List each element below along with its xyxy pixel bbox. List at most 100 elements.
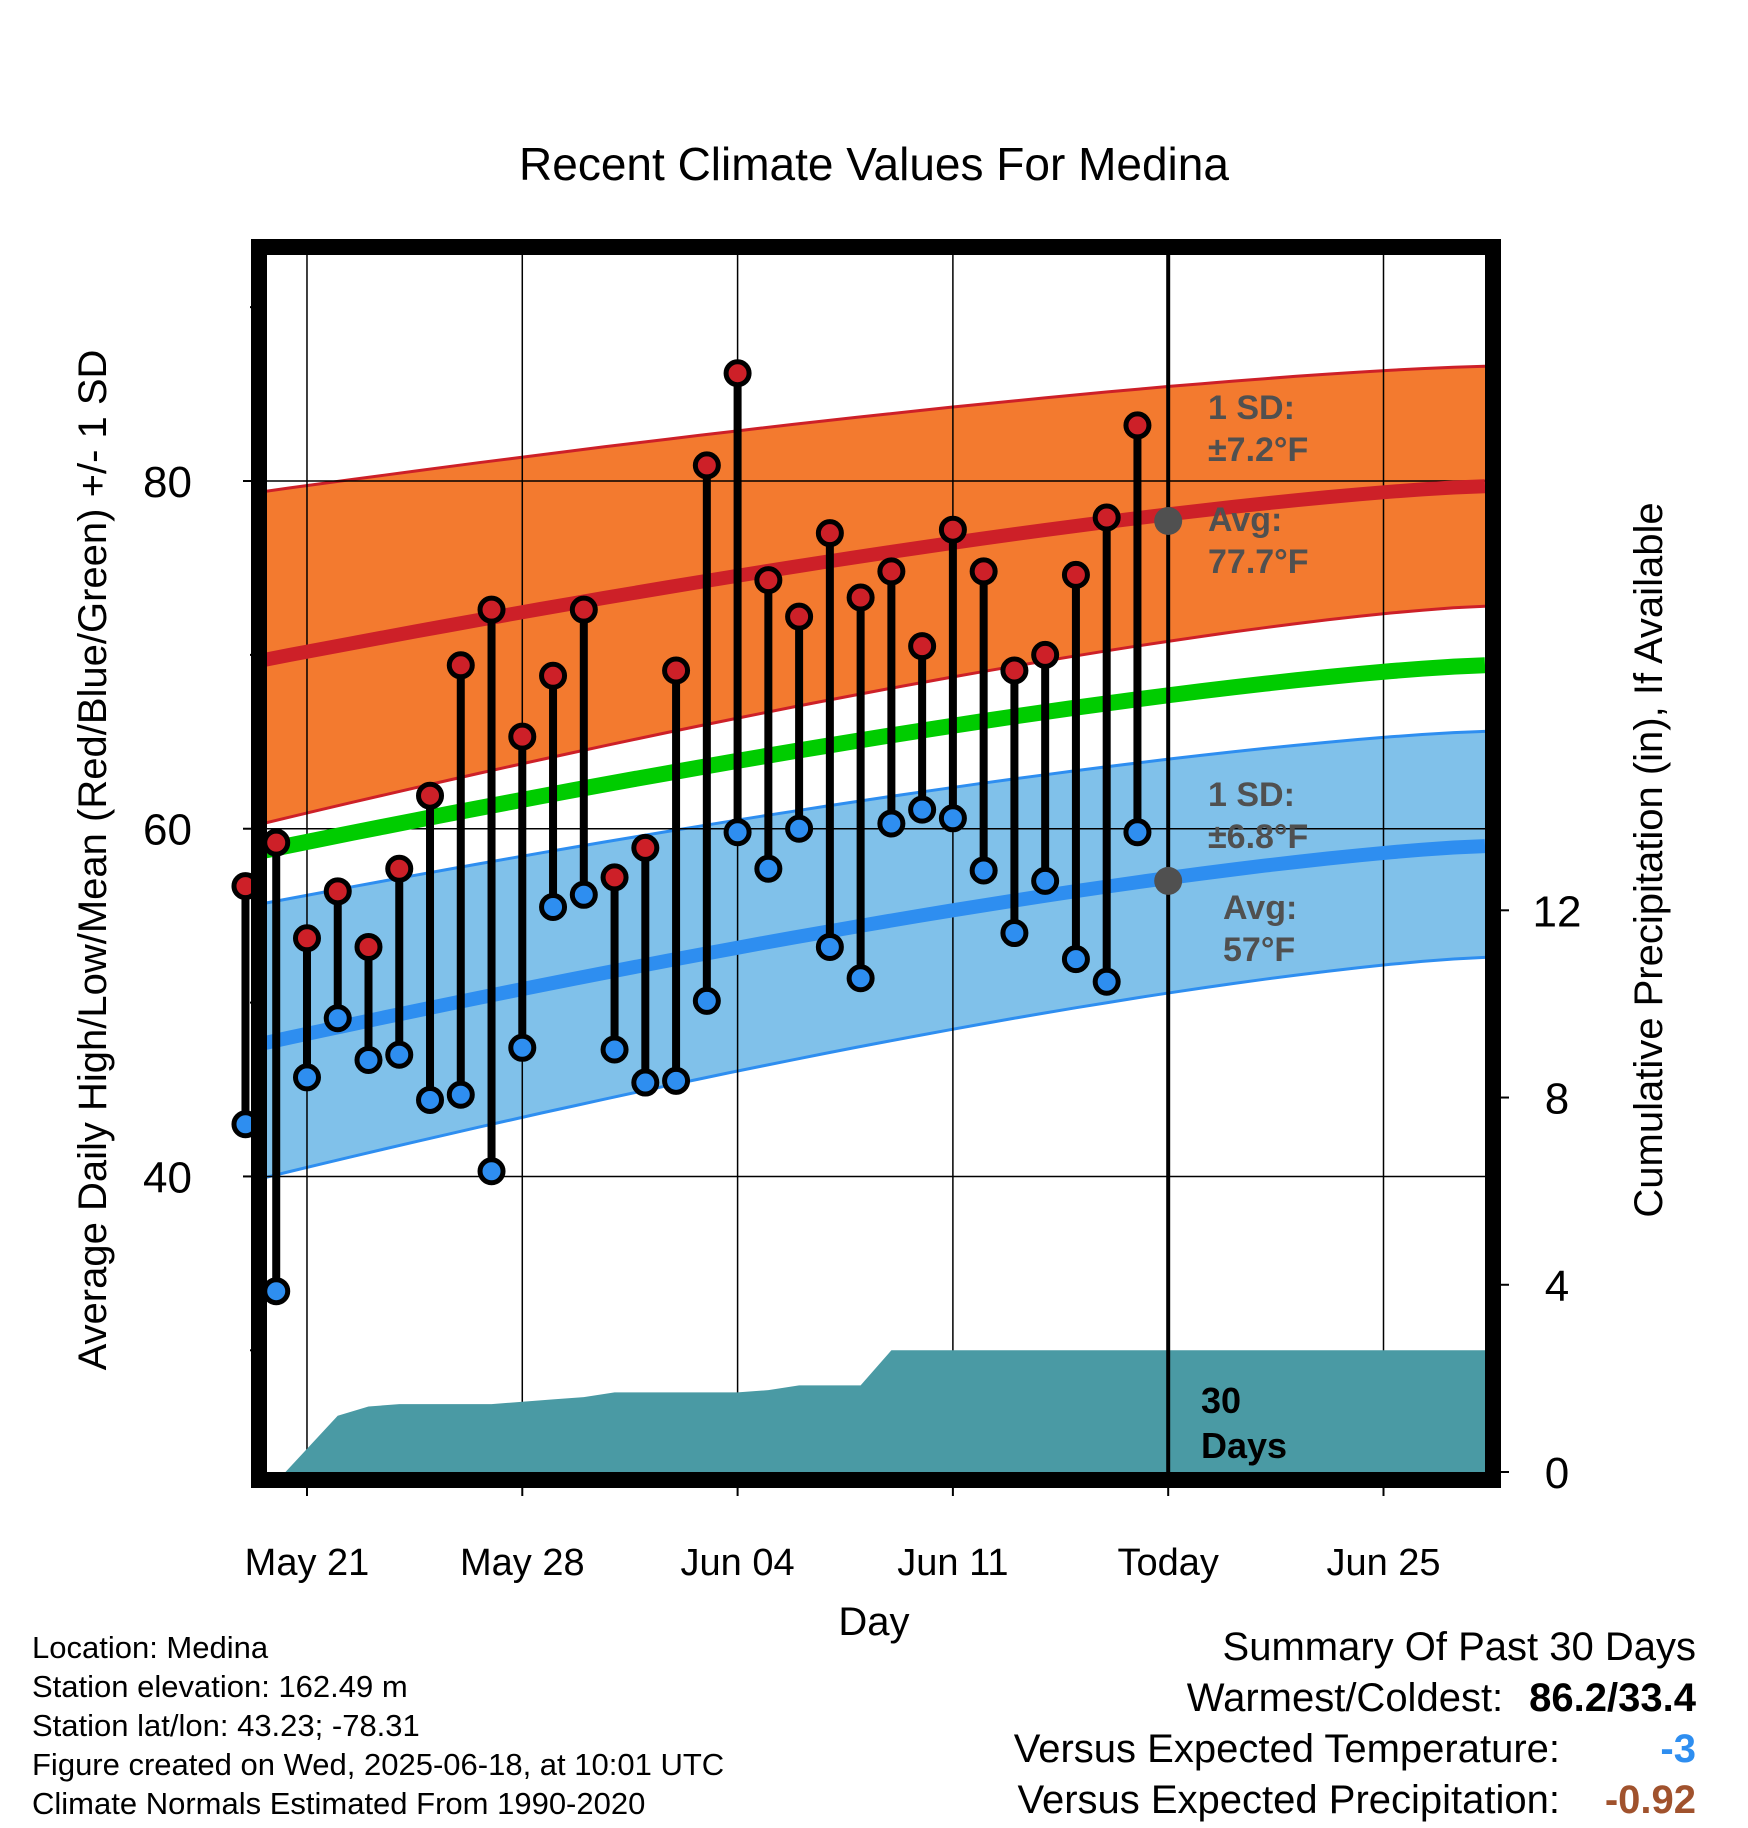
high-point (262, 828, 291, 857)
station-info: Location: Medina Station elevation: 162.… (32, 1628, 724, 1823)
high-point (416, 781, 445, 810)
high-avg-today-dot (1154, 507, 1183, 536)
low-point (446, 1080, 475, 1109)
low-point (600, 1035, 629, 1064)
period-unit: Days (1201, 1425, 1287, 1466)
high-point (354, 932, 383, 961)
high-point (938, 515, 967, 544)
y-tick-label: 60 (143, 806, 192, 855)
info-latlon: Station lat/lon: 43.23; -78.31 (32, 1708, 420, 1743)
high-avg-value: 77.7°F (1208, 543, 1309, 581)
today-marker (1154, 255, 1183, 1472)
x-tick-label: Jun 25 (1326, 1542, 1440, 1584)
summary-warm-cold: Warmest/Coldest: 86.2/33.4 (1014, 1673, 1696, 1724)
y-tick-label: 80 (143, 458, 192, 507)
low-point (1031, 866, 1060, 895)
high-point (385, 854, 414, 883)
normal-lines (267, 479, 1485, 1050)
mean-avg-line (267, 657, 1485, 859)
high-point (323, 877, 352, 906)
low-point (323, 1004, 352, 1033)
high-point (600, 863, 629, 892)
high-point (477, 595, 506, 624)
high-point (1092, 503, 1121, 532)
low-sd-value: ±6.8°F (1208, 818, 1308, 856)
x-tick-label: Today (1117, 1542, 1218, 1584)
high-point (569, 595, 598, 624)
annotations: 1 SD: ±7.2°F Avg: 77.7°F 1 SD: ±6.8°F Av… (1201, 389, 1309, 1466)
info-elevation: Station elevation: 162.49 m (32, 1669, 408, 1704)
low-point (262, 1277, 291, 1306)
low-avg-label: Avg: (1223, 889, 1297, 927)
high-point (539, 661, 568, 690)
info-created: Figure created on Wed, 2025-06-18, at 10… (32, 1747, 725, 1782)
high-point (446, 651, 475, 680)
low-point (539, 892, 568, 921)
daily-range-bars (231, 359, 1152, 1306)
low-point (292, 1063, 321, 1092)
y2-tick-label: 8 (1545, 1075, 1569, 1124)
low-point (1061, 945, 1090, 974)
x-tick-label: Jun 11 (897, 1542, 1008, 1584)
y-tick-label: 40 (143, 1153, 192, 1202)
high-point (692, 451, 721, 480)
low-point (785, 814, 814, 843)
low-sd-band-lower-edge (267, 955, 1485, 1179)
high-point (1000, 656, 1029, 685)
high-point (1123, 411, 1152, 440)
summary-temp: Versus Expected Temperature: -3 (1014, 1724, 1696, 1775)
precip-fill (285, 1350, 1485, 1472)
high-point (1031, 640, 1060, 669)
low-point (754, 854, 783, 883)
high-point (1061, 560, 1090, 589)
low-point (692, 986, 721, 1015)
summary-panel: Summary Of Past 30 Days Warmest/Coldest:… (1014, 1622, 1696, 1826)
high-avg-line (267, 479, 1485, 667)
y2-axis-label: Cumulative Precipitation (in), If Availa… (1627, 502, 1671, 1217)
high-point (754, 566, 783, 595)
low-point (877, 809, 906, 838)
warm-cold-label: Warmest/Coldest: (1186, 1676, 1504, 1720)
high-point (508, 722, 537, 751)
plot-frame (251, 239, 1501, 1488)
high-point (969, 557, 998, 586)
low-avg-today-dot (1154, 866, 1183, 895)
y2-tick-label: 0 (1545, 1449, 1569, 1498)
low-point (908, 795, 937, 824)
warm-cold-value: 86.2/33.4 (1529, 1676, 1696, 1720)
high-point (908, 632, 937, 661)
x-tick-label: May 28 (460, 1542, 585, 1584)
high-point (631, 833, 660, 862)
high-point (877, 557, 906, 586)
low-point (969, 856, 998, 885)
info-normals: Climate Normals Estimated From 1990-2020 (32, 1786, 646, 1821)
summary-precip: Versus Expected Precipitation: -0.92 (1014, 1775, 1696, 1826)
low-point (508, 1033, 537, 1062)
x-tick-label: Jun 04 (681, 1542, 795, 1584)
y2-tick-label: 12 (1533, 887, 1582, 936)
low-point (385, 1040, 414, 1069)
x-axis-label: Day (838, 1600, 909, 1644)
low-point (723, 818, 752, 847)
low-point (1000, 919, 1029, 948)
high-sd-band-upper-edge (267, 364, 1485, 493)
low-point (631, 1068, 660, 1097)
high-sd-value: ±7.2°F (1208, 431, 1308, 469)
precip-value: -0.92 (1604, 1778, 1696, 1822)
high-point (723, 359, 752, 388)
temp-value: -3 (1660, 1727, 1696, 1771)
low-point (1123, 818, 1152, 847)
low-point (938, 804, 967, 833)
high-point (846, 583, 875, 612)
temp-label: Versus Expected Temperature: (1013, 1727, 1560, 1771)
high-point (815, 519, 844, 548)
low-sd-band-upper-edge (267, 729, 1485, 905)
low-point (477, 1157, 506, 1186)
y2-tick-label: 4 (1545, 1262, 1569, 1311)
low-point (1092, 967, 1121, 996)
normal-bands (267, 364, 1485, 1179)
low-point (846, 964, 875, 993)
info-location: Location: Medina (32, 1630, 269, 1665)
period-number: 30 (1201, 1380, 1241, 1421)
